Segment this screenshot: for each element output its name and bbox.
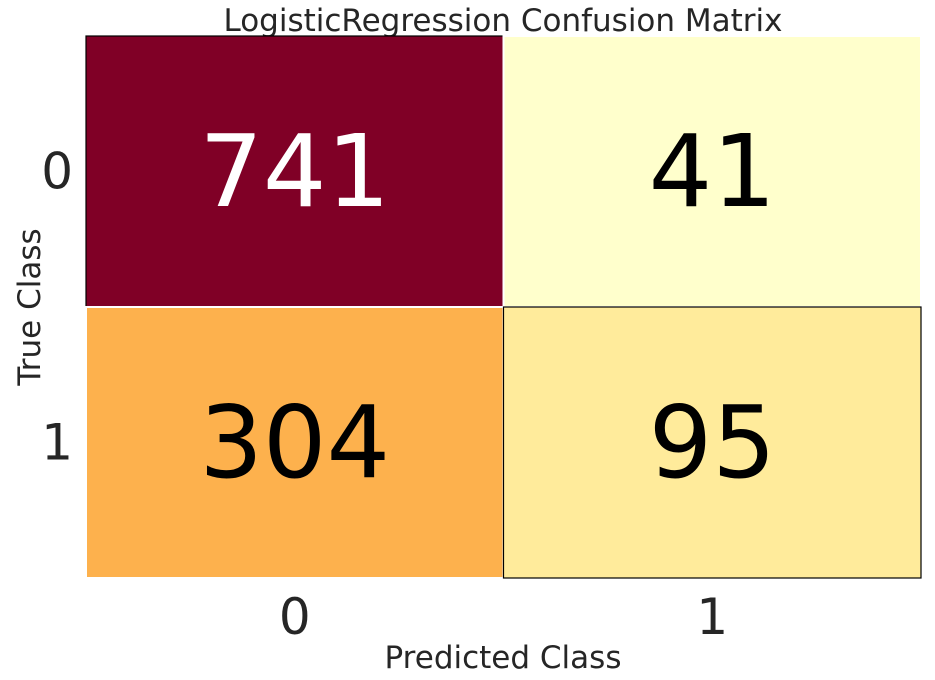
cell-value-r0-c1: 41: [649, 113, 776, 230]
y-axis-label: True Class: [12, 228, 48, 386]
cell-value-r1-c0: 304: [199, 384, 390, 501]
cell-value-labels: 741 41 304 95: [199, 113, 776, 501]
y-tick-label: 0: [41, 143, 73, 201]
heatmap-cell-r1-c1: [502, 306, 922, 579]
x-tick-label: 0: [279, 588, 311, 646]
heatmap-cells: [85, 35, 922, 579]
x-tick-label: 1: [696, 588, 728, 646]
heatmap-cell-r0-c0: [85, 35, 505, 308]
x-axis-label: Predicted Class: [385, 640, 622, 676]
y-tick-label: 1: [41, 414, 73, 472]
cell-value-r0-c0: 741: [199, 113, 390, 230]
cell-value-r1-c1: 95: [649, 384, 776, 501]
heatmap-cell-r1-c0: [85, 306, 505, 579]
heatmap-cell-r0-c1: [502, 35, 922, 308]
y-axis-ticks: 01: [41, 143, 73, 472]
chart-title: LogisticRegression Confusion Matrix: [223, 3, 782, 39]
